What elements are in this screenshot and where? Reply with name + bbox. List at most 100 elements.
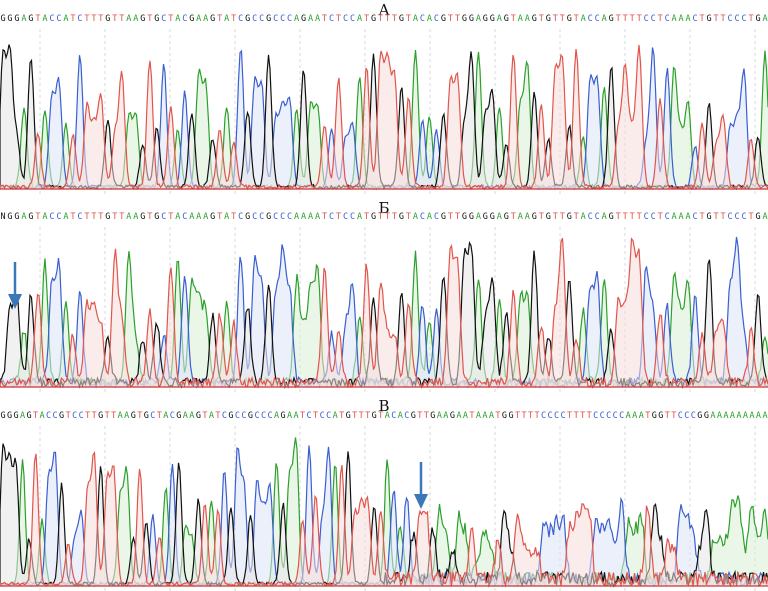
trace-plot-b [0, 227, 768, 392]
base-call: C [234, 411, 241, 421]
base-call: G [13, 411, 19, 421]
base-call: T [352, 411, 358, 421]
base-call: T [417, 411, 423, 421]
base-call: A [638, 411, 644, 421]
base-call: C [664, 212, 670, 222]
base-call: C [169, 411, 175, 421]
base-call: A [19, 411, 26, 421]
base-call: G [371, 411, 377, 421]
base-call: A [224, 14, 230, 24]
base-call: T [580, 411, 586, 421]
base-call: G [28, 212, 34, 222]
base-call: C [643, 212, 649, 222]
base-call: T [454, 212, 460, 222]
arrow-marker-b [6, 262, 24, 314]
base-call: T [378, 411, 384, 421]
base-call: A [397, 411, 403, 421]
base-call: C [182, 14, 188, 24]
base-call: C [419, 212, 425, 222]
base-call: A [21, 212, 27, 222]
base-call: A [133, 212, 139, 222]
trace-line-T [0, 44, 768, 191]
base-call: T [119, 14, 125, 24]
base-call: A [124, 411, 130, 421]
base-call: T [119, 212, 125, 222]
base-call: T [699, 212, 705, 222]
base-call: A [412, 14, 419, 24]
base-call: G [0, 14, 6, 24]
base-call: A [412, 212, 419, 222]
base-call: C [238, 14, 244, 24]
trace-fill-A [0, 250, 768, 387]
base-call: G [410, 411, 416, 421]
base-call: G [7, 14, 13, 24]
base-call: T [300, 411, 306, 421]
base-call: G [140, 14, 146, 24]
base-call: T [217, 14, 223, 24]
base-call: A [685, 212, 691, 222]
base-call: T [636, 212, 642, 222]
base-call: C [741, 14, 747, 24]
base-call: C [684, 411, 690, 421]
base-call: C [273, 212, 279, 222]
base-call: G [98, 411, 104, 421]
base-call: G [176, 411, 182, 421]
base-call: T [538, 212, 544, 222]
base-call: C [319, 411, 325, 421]
base-call: T [527, 411, 534, 421]
base-call: G [228, 411, 234, 421]
base-call: A [488, 411, 495, 421]
base-call: C [161, 212, 167, 222]
base-call: A [356, 212, 363, 222]
down-arrow-icon [414, 462, 428, 509]
base-call: G [28, 14, 34, 24]
base-call: G [7, 212, 13, 222]
base-call: T [391, 14, 398, 24]
base-call: C [587, 212, 593, 222]
base-call: C [342, 14, 349, 24]
base-call: T [521, 411, 527, 421]
base-call: T [33, 411, 39, 421]
base-call: A [294, 14, 300, 24]
base-call: C [259, 14, 265, 24]
base-call: A [749, 411, 755, 421]
base-call: T [112, 212, 118, 222]
base-call: A [482, 411, 488, 421]
base-call: T [35, 212, 41, 222]
base-call: G [489, 14, 495, 24]
base-call: T [335, 212, 342, 222]
base-call: A [716, 411, 722, 421]
base-call: C [541, 411, 547, 421]
base-call: G [461, 212, 467, 222]
base-call: G [608, 212, 614, 222]
base-call: G [755, 14, 761, 24]
base-call: C [267, 411, 273, 421]
base-call: T [365, 411, 371, 421]
base-call: G [468, 14, 474, 24]
base-call: C [252, 212, 258, 222]
base-call: C [606, 411, 612, 421]
base-call: T [91, 411, 97, 421]
base-call: A [301, 212, 307, 222]
base-call: T [629, 212, 635, 222]
base-call: G [440, 14, 446, 24]
base-call: C [677, 411, 683, 421]
base-call: T [510, 14, 516, 24]
base-call: C [587, 14, 593, 24]
base-call: A [580, 212, 586, 222]
base-call: G [143, 411, 149, 421]
base-call: A [182, 411, 188, 421]
base-call: T [447, 212, 453, 222]
base-call: A [287, 411, 293, 421]
base-call: G [482, 14, 488, 24]
base-call: A [133, 14, 139, 24]
base-call: G [247, 411, 254, 421]
base-call: T [713, 212, 719, 222]
base-call: T [622, 212, 628, 222]
base-call: C [727, 212, 733, 222]
base-call: T [112, 14, 118, 24]
base-call: C [664, 14, 670, 24]
base-call: T [720, 212, 726, 222]
base-call: C [433, 212, 439, 222]
